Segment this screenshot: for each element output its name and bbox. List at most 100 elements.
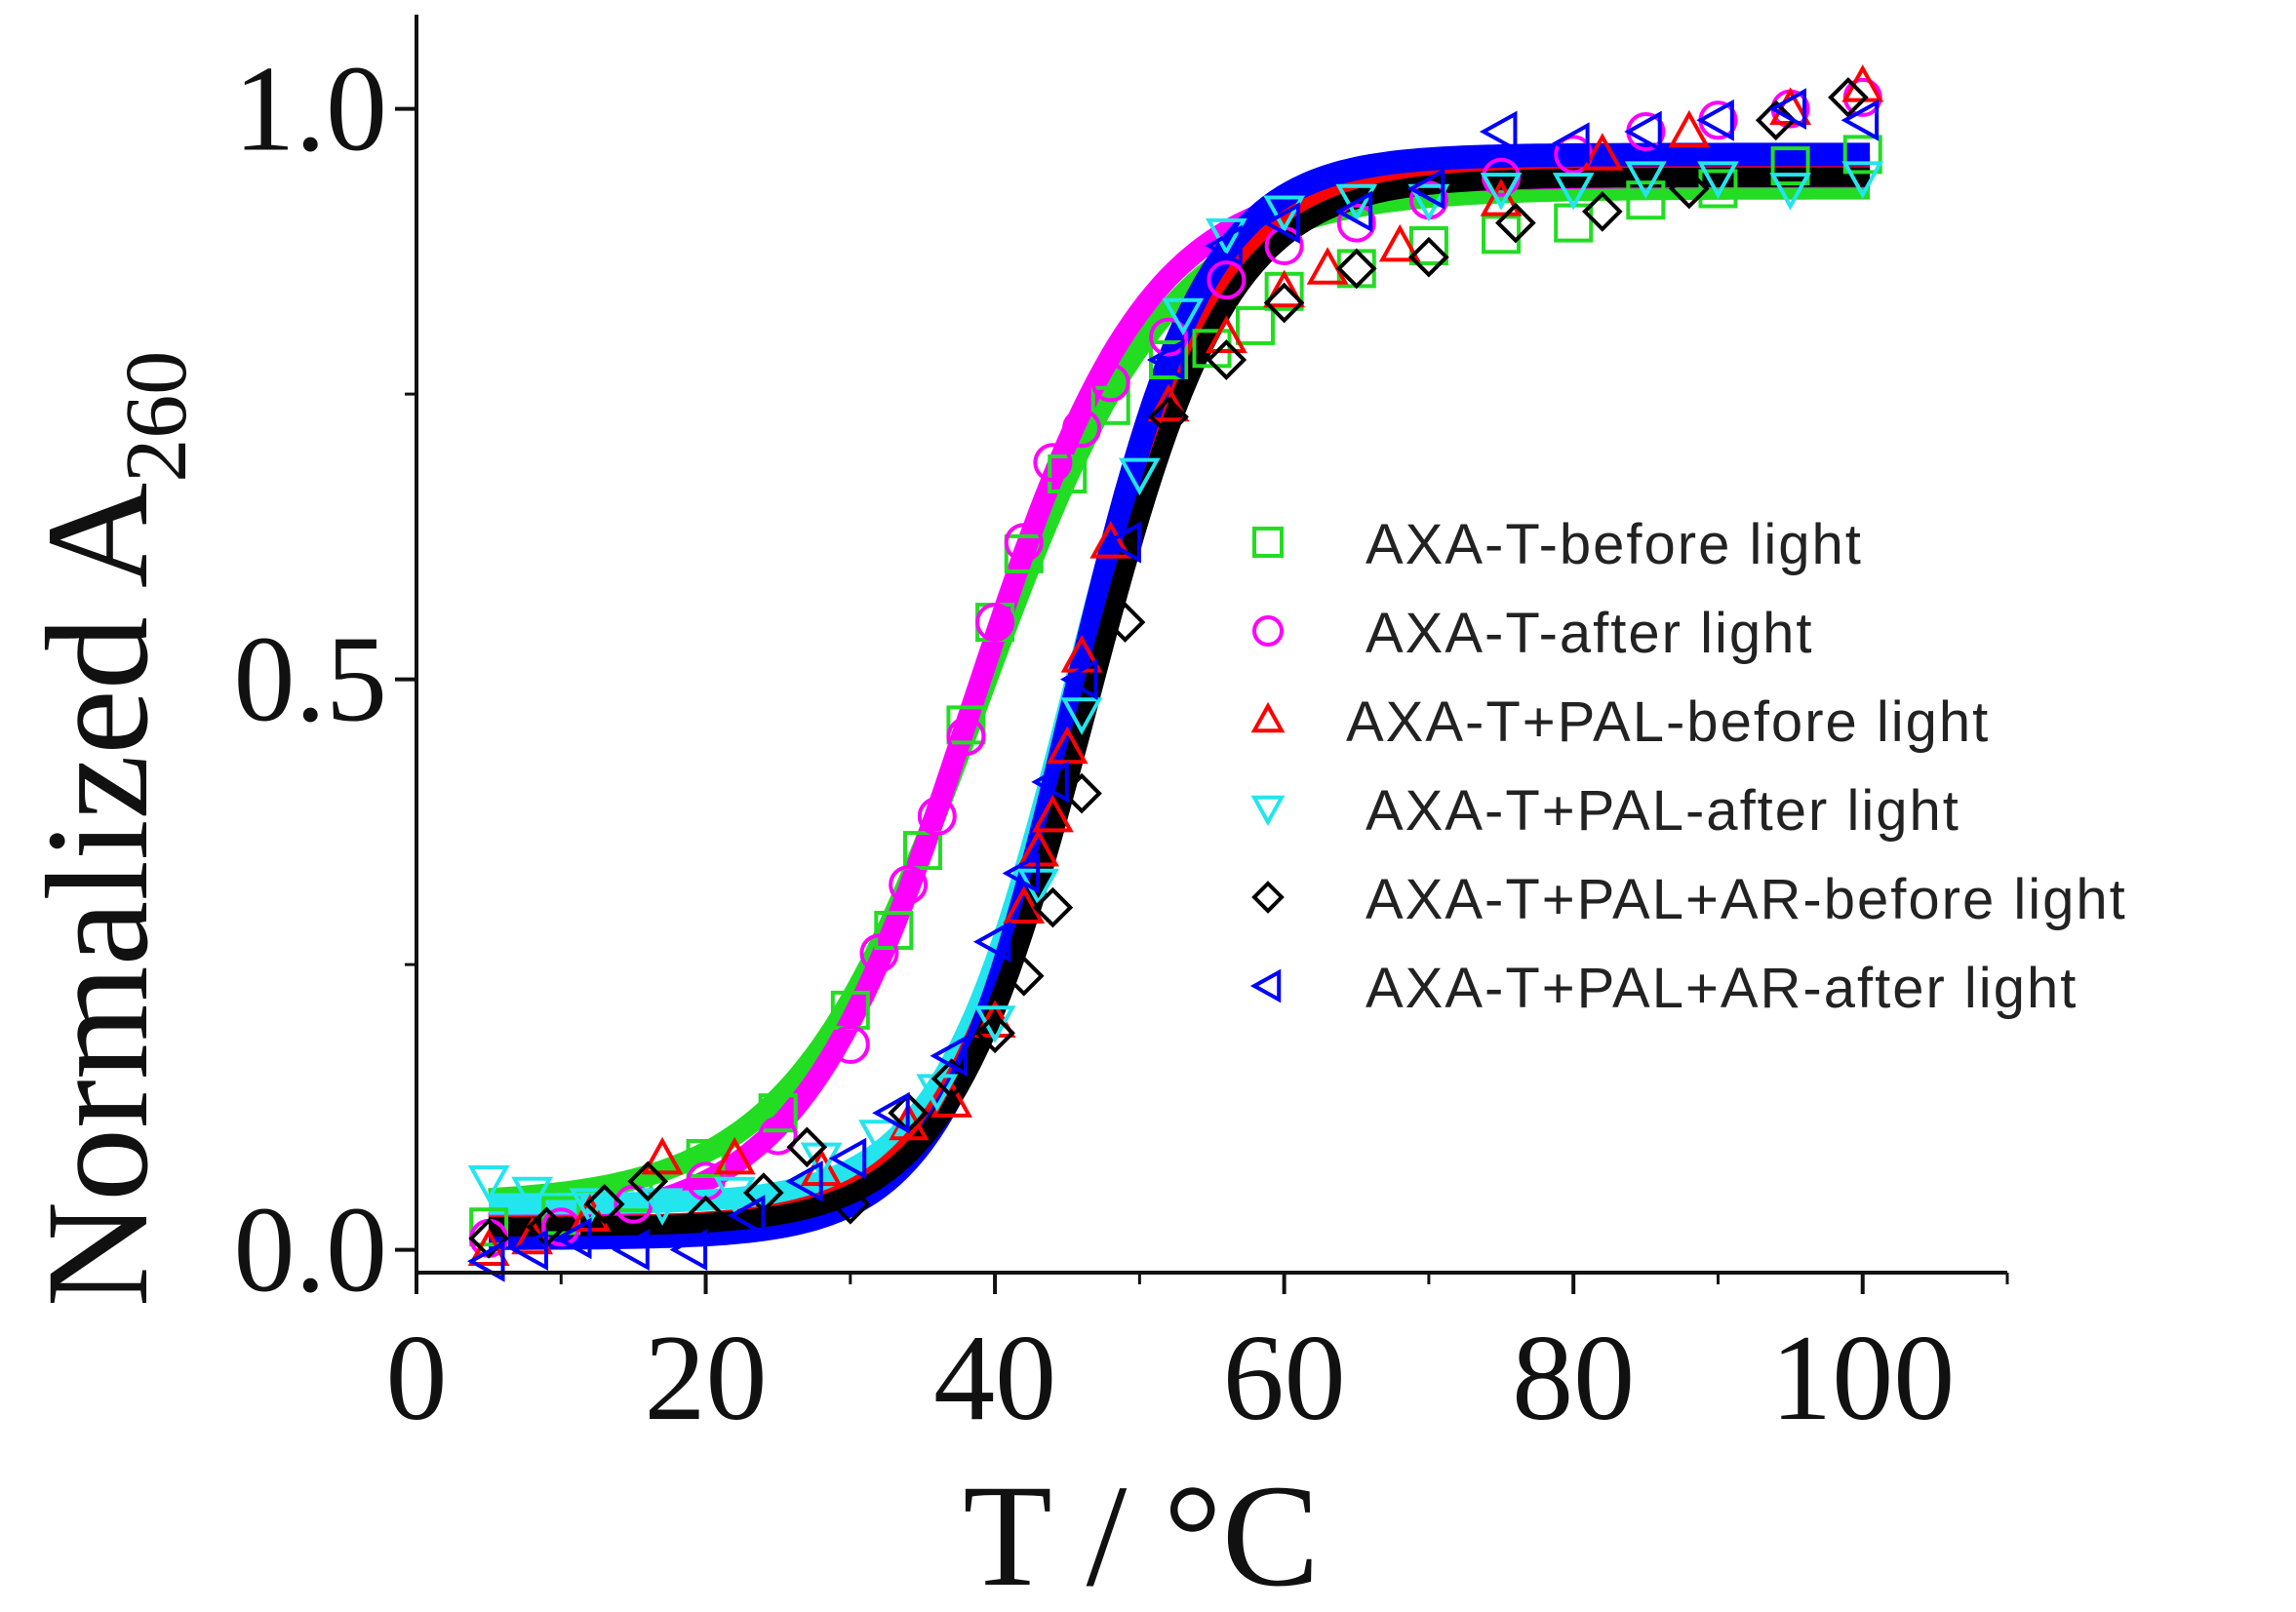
data-point xyxy=(469,1207,509,1247)
data-point xyxy=(1697,161,1739,199)
data-point xyxy=(1479,110,1518,153)
data-point xyxy=(975,603,1015,643)
data-point xyxy=(614,1173,653,1213)
data-point xyxy=(1146,338,1185,381)
data-point xyxy=(1032,794,1074,833)
data-point xyxy=(1059,658,1098,700)
data-point xyxy=(1104,602,1146,643)
data-point xyxy=(859,933,899,973)
data-point xyxy=(785,1160,823,1202)
data-point xyxy=(1768,88,1806,130)
x-tick-label: 100 xyxy=(1770,1311,1955,1446)
data-point xyxy=(1828,77,1869,118)
legend-label: AXA-T+PAL-after light xyxy=(1366,779,1960,843)
data-point xyxy=(972,921,1011,963)
y-tick-label: 1.0 xyxy=(234,42,388,177)
data-point xyxy=(1103,521,1141,564)
data-point xyxy=(1408,236,1449,278)
y-ticks: 0.0 0.5 1.0 xyxy=(234,42,416,1318)
data-point xyxy=(1205,315,1247,353)
data-point xyxy=(1148,396,1189,438)
data-point xyxy=(946,717,986,757)
y-tick-label: 0.5 xyxy=(234,612,388,748)
data-point xyxy=(1033,443,1073,483)
legend: AXA-T-before light AXA-T-after light AXA-T… xyxy=(1249,513,2127,1020)
axes: 0 20 40 60 80 100 0.0 0.5 1.0 xyxy=(234,15,2009,1446)
data-point xyxy=(917,797,957,836)
data-point xyxy=(1624,110,1662,153)
data-point xyxy=(1263,195,1306,234)
data-point xyxy=(1335,183,1378,222)
data-point xyxy=(1263,269,1306,308)
data-point xyxy=(1031,761,1069,804)
data-point xyxy=(872,1091,910,1134)
data-point xyxy=(553,1217,592,1260)
legend-label: AXA-T+PAL+AR-before light xyxy=(1366,868,2127,931)
data-point xyxy=(1495,202,1536,244)
legend-label: AXA-T-before light xyxy=(1366,513,1863,576)
data-point xyxy=(1046,726,1089,765)
data-point xyxy=(1624,161,1667,199)
y-axis-title: Normalized A260 xyxy=(17,351,205,1308)
data-point xyxy=(713,1136,756,1175)
data-point xyxy=(1149,317,1189,357)
data-point xyxy=(1090,385,1130,425)
data-point xyxy=(669,1229,708,1271)
legend-marker xyxy=(1249,968,1282,1003)
legend-marker xyxy=(1250,701,1286,733)
data-point xyxy=(889,865,929,905)
y-tick-label: 0.0 xyxy=(234,1183,388,1318)
legend-label: AXA-T+PAL+AR-after light xyxy=(1366,957,2078,1020)
data-point xyxy=(467,1165,510,1203)
fit-curve xyxy=(485,177,1874,1210)
x-axis-title: T / °C xyxy=(963,1455,1320,1612)
data-point xyxy=(1552,173,1595,211)
data-point xyxy=(874,911,914,950)
data-point xyxy=(1207,260,1247,300)
data-point xyxy=(1162,297,1205,336)
data-point xyxy=(1581,133,1624,171)
data-point xyxy=(1306,247,1349,285)
data-points xyxy=(467,64,1884,1282)
data-point xyxy=(1089,521,1132,559)
data-point xyxy=(468,1218,509,1259)
data-point xyxy=(858,1120,900,1158)
data-point xyxy=(511,1176,554,1215)
data-point xyxy=(1062,409,1102,449)
legend-marker xyxy=(1250,795,1286,827)
data-point xyxy=(510,1229,549,1271)
data-point xyxy=(583,1183,625,1225)
data-point xyxy=(1480,173,1523,211)
data-point xyxy=(828,1137,867,1180)
x-tick-label: 80 xyxy=(1512,1311,1635,1446)
data-point xyxy=(974,1012,1015,1054)
data-point xyxy=(902,831,942,871)
data-point xyxy=(1668,109,1711,148)
y-axis-title-main: Normalized A xyxy=(17,483,178,1308)
data-point xyxy=(1032,886,1074,928)
data-point xyxy=(1480,178,1523,216)
x-tick-label: 40 xyxy=(933,1311,1056,1446)
data-point xyxy=(627,1160,669,1202)
data-point xyxy=(830,1025,870,1064)
data-point xyxy=(1406,168,1445,210)
legend-label: AXA-T+PAL-before light xyxy=(1346,690,1990,754)
legend-label: AXA-T-after light xyxy=(1366,602,1813,665)
data-point xyxy=(1090,363,1130,403)
y-axis-title-subscript: 260 xyxy=(108,351,205,483)
data-point xyxy=(1769,173,1811,211)
legend-marker xyxy=(1252,527,1284,558)
legend-marker xyxy=(1251,881,1285,914)
data-point xyxy=(1378,223,1421,262)
data-point xyxy=(1482,215,1522,255)
data-point xyxy=(1696,98,1734,141)
x-tick-label: 0 xyxy=(386,1311,448,1446)
data-point xyxy=(1206,339,1247,380)
plot-area xyxy=(467,64,1884,1282)
data-point xyxy=(1698,169,1738,209)
legend-marker xyxy=(1252,615,1284,647)
data-point xyxy=(1205,217,1247,256)
data-point xyxy=(612,1229,650,1271)
x-ticks: 0 20 40 60 80 100 xyxy=(386,1273,2009,1446)
data-point xyxy=(1552,122,1590,165)
